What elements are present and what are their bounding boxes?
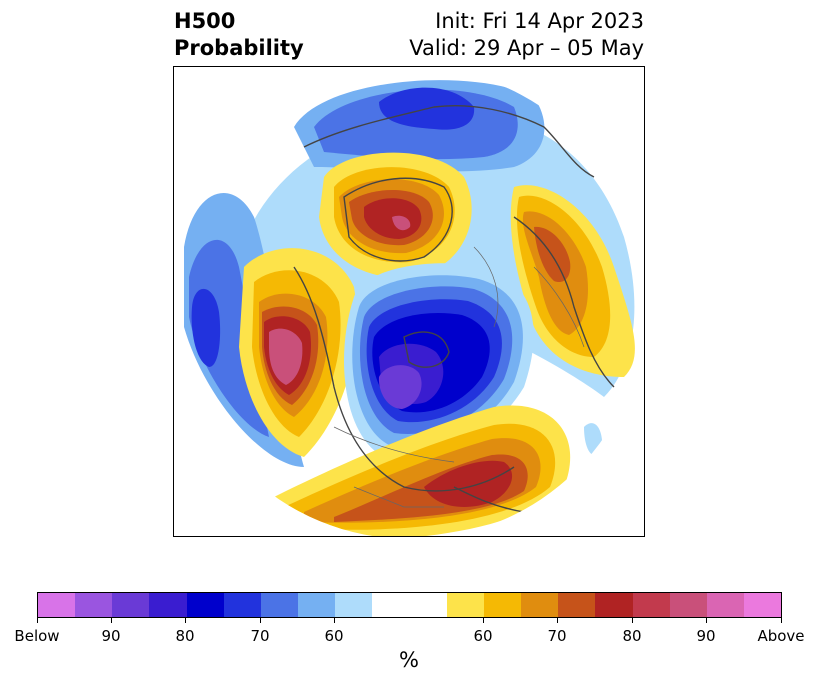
colorbar-segment: [186, 593, 224, 617]
chart-title-right: Init: Fri 14 Apr 2023 Valid: 29 Apr – 05…: [409, 8, 644, 62]
colorbar-segment: [335, 593, 373, 617]
above-east-us-core: [424, 460, 513, 507]
colorbar-segment: [632, 593, 670, 617]
colorbar-tick-label: 80: [622, 627, 642, 645]
colorbar-segment: [446, 593, 484, 617]
colorbar-segment: [260, 593, 299, 617]
colorbar-tick-label: 80: [175, 627, 195, 645]
colorbar-segment: [706, 593, 744, 617]
coastlines: [293, 105, 615, 513]
colorbar-segment: [483, 593, 522, 617]
colorbar-tick-label: 70: [547, 627, 567, 645]
colorbar-segment: [409, 593, 447, 617]
colorbar-tick: [557, 618, 558, 623]
title-product: Probability: [174, 36, 304, 60]
colorbar-segment: [223, 593, 261, 617]
colorbar-tick: [706, 618, 707, 623]
colorbar: [37, 592, 782, 618]
colorbar-segment: [558, 593, 596, 617]
colorbar-segment: [75, 593, 113, 617]
borders: [333, 246, 585, 508]
colorbar-segment: [521, 593, 559, 617]
colorbar-tick-label: Below: [14, 627, 60, 645]
colorbar-tick: [260, 618, 261, 623]
colorbar-tick: [111, 618, 112, 623]
colorbar-segment: [669, 593, 707, 617]
colorbar-segment: [112, 593, 150, 617]
init-date: Init: Fri 14 Apr 2023: [435, 9, 644, 33]
colorbar-tick: [483, 618, 484, 623]
probability-map: [173, 66, 645, 537]
above-gulf-alaska-core: [269, 328, 303, 385]
colorbar-tick: [185, 618, 186, 623]
colorbar-segment: [743, 593, 782, 617]
colorbar-tick-label: 90: [696, 627, 716, 645]
below-canada-core: [378, 365, 422, 409]
map-svg: [184, 80, 635, 536]
colorbar-tick-label: Above: [757, 627, 805, 645]
colorbar-tick: [632, 618, 633, 623]
colorbar-segment: [38, 593, 76, 617]
chart-title-left: H500 Probability: [174, 8, 304, 62]
colorbar-segment: [149, 593, 187, 617]
valid-range: Valid: 29 Apr – 05 May: [409, 36, 644, 60]
colorbar-unit: %: [399, 648, 419, 672]
below-atlantic-small: [584, 423, 603, 456]
below-north-pacific-core: [191, 288, 221, 367]
colorbar-segment: [372, 593, 410, 617]
colorbar-tick-label: 90: [101, 627, 121, 645]
colorbar-tick: [334, 618, 335, 623]
above-greenland-core: [392, 215, 411, 231]
title-variable: H500: [174, 9, 236, 33]
colorbar-tick: [37, 618, 38, 623]
colorbar-segment: [298, 593, 336, 617]
colorbar-segment: [595, 593, 633, 617]
colorbar-tick-label: 60: [473, 627, 493, 645]
colorbar-tick: [781, 618, 782, 623]
colorbar-tick-label: 70: [250, 627, 270, 645]
colorbar-tick-label: 60: [324, 627, 344, 645]
